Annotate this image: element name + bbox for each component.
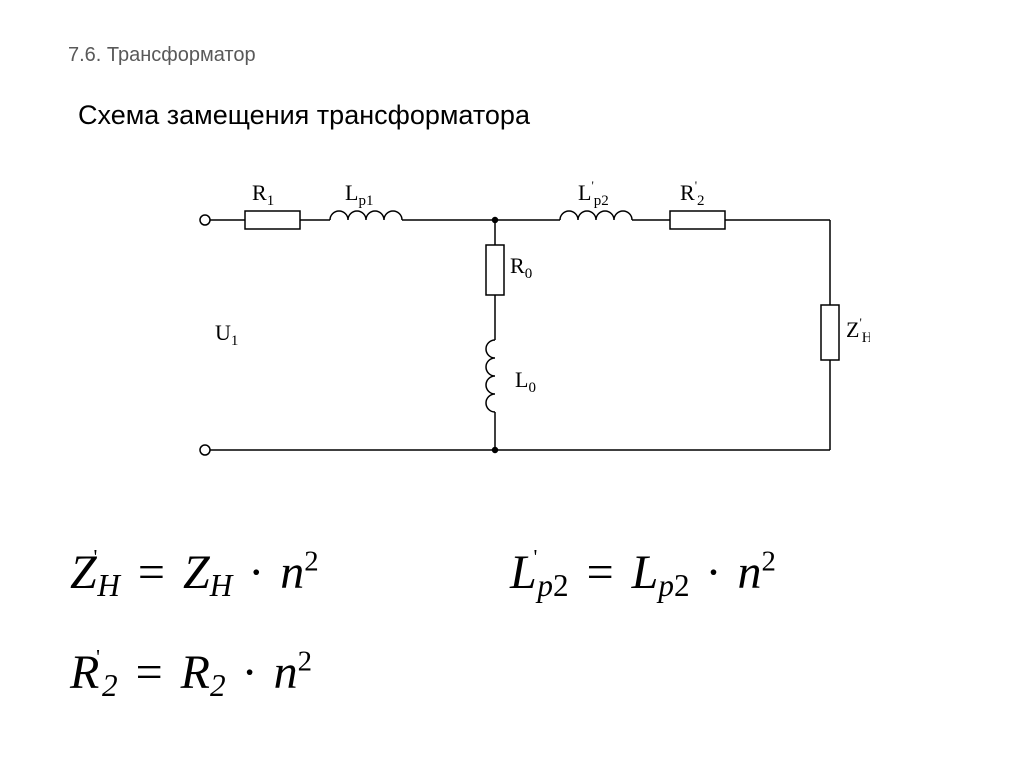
subtitle: Схема замещения трансформатора — [78, 100, 530, 131]
inductor-lp2-icon — [560, 211, 632, 220]
inductor-lp1-icon — [330, 211, 402, 220]
impedance-zh-icon — [821, 305, 839, 360]
label-u1: U1 — [215, 320, 238, 349]
terminal-bot-icon — [200, 445, 210, 455]
section-header: 7.6. Трансформатор — [68, 44, 256, 67]
equation-zh: Z'H = ZH · n2 — [70, 545, 319, 604]
resistor-r1-icon — [245, 211, 300, 229]
label-lp1: Lp1 — [345, 180, 373, 209]
label-zh: Z'H — [846, 315, 870, 346]
equation-lp2: L'p2 = Lp2 · n2 — [510, 545, 776, 604]
label-r0: R0 — [510, 253, 532, 282]
circuit-diagram: R1 Lp1 L'p2 R'2 R0 L0 U1 Z'H — [190, 165, 870, 465]
resistor-r0-icon — [486, 245, 504, 295]
label-l0: L0 — [515, 367, 536, 396]
equation-r2: R'2 = R2 · n2 — [70, 645, 312, 704]
resistor-r2-icon — [670, 211, 725, 229]
terminal-top-icon — [200, 215, 210, 225]
label-lp2: L'p2 — [578, 178, 609, 209]
inductor-l0-icon — [486, 340, 495, 412]
label-r1: R1 — [252, 180, 274, 209]
label-r2: R'2 — [680, 178, 705, 209]
